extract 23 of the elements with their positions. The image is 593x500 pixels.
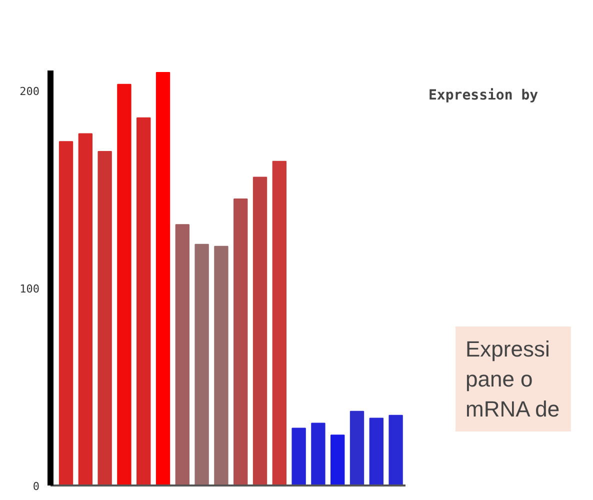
bar	[311, 422, 326, 486]
bar	[78, 133, 93, 486]
text: Expressi pane o mRNA de	[466, 336, 560, 422]
bar	[330, 434, 345, 486]
bar	[234, 198, 248, 486]
bar	[58, 141, 74, 486]
y-tick-label: 100	[20, 282, 40, 296]
bar	[117, 84, 132, 486]
bar	[369, 418, 384, 486]
bar	[252, 176, 268, 486]
bar	[272, 160, 287, 486]
bar	[388, 414, 403, 486]
bar	[292, 428, 306, 486]
bar	[175, 224, 190, 486]
bar	[214, 246, 228, 486]
y-tick-label: 200	[20, 84, 40, 98]
bar	[136, 117, 151, 486]
bar	[98, 151, 112, 486]
bar	[194, 244, 209, 486]
bar	[156, 72, 170, 486]
bar	[350, 410, 364, 486]
text: Expression by	[428, 88, 539, 104]
y-tick-label: 0	[32, 480, 40, 493]
